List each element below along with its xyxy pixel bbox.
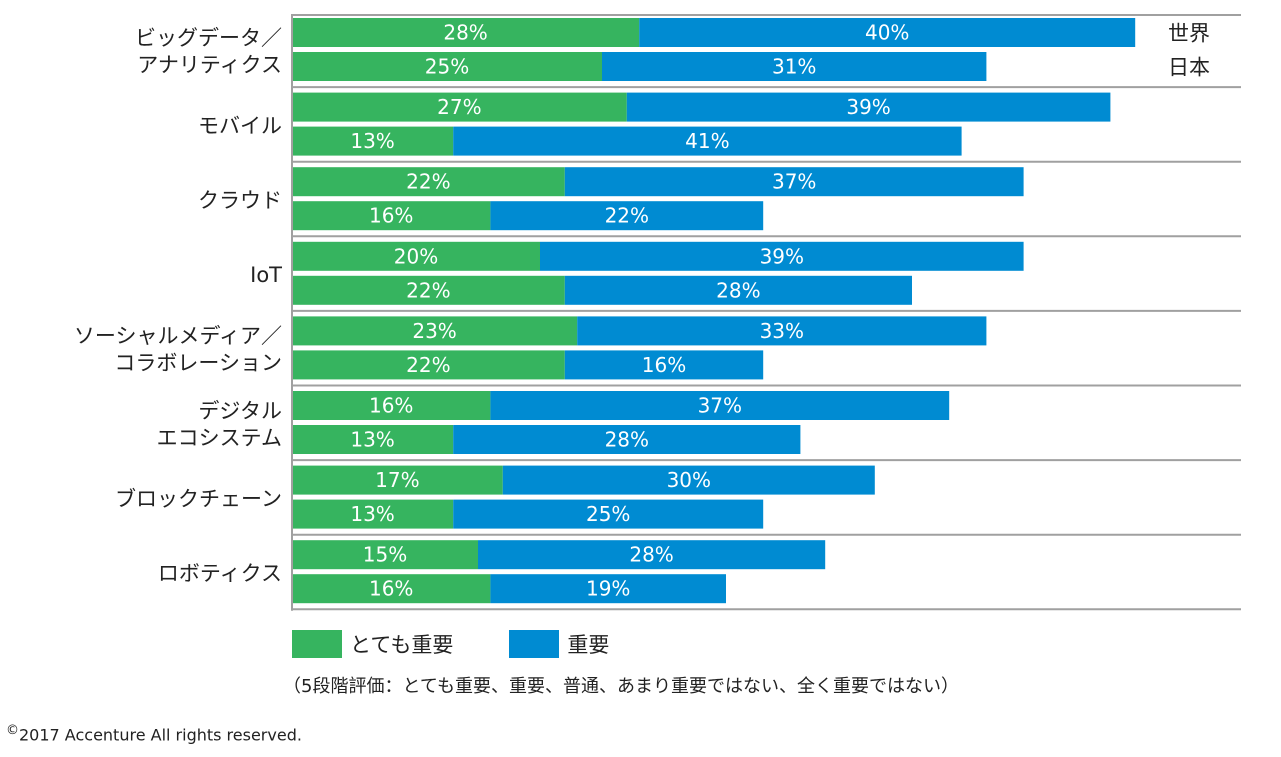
bar-world-important-1 [626, 92, 1111, 122]
category-label: ビッグデータ／ [135, 26, 282, 50]
bar-label-world-very-important-6: 17% [375, 468, 419, 492]
bar-label-world-very-important-4: 23% [412, 319, 456, 343]
bar-label-japan-important-1: 41% [685, 129, 729, 153]
bar-world-very-important-0 [292, 18, 640, 47]
row-label-world: 世界 [1168, 22, 1210, 46]
bar-label-world-very-important-7: 15% [363, 543, 407, 567]
bar-label-japan-very-important-5: 13% [350, 428, 394, 452]
bar-label-japan-very-important-1: 13% [350, 129, 394, 153]
bar-world-very-important-1 [292, 92, 627, 122]
bar-japan-very-important-2 [292, 201, 491, 231]
legend-item-important: 重要 [509, 629, 609, 659]
bar-label-world-important-5: 37% [698, 394, 742, 418]
row-label-japan: 日本 [1168, 56, 1210, 80]
copyright-text: 2017 Accenture All rights reserved. [19, 725, 302, 745]
bar-japan-important-3 [564, 275, 912, 305]
category-label: ソーシャルメディア／ [74, 324, 282, 348]
bar-world-important-5 [490, 391, 950, 420]
bar-label-japan-very-important-6: 13% [350, 502, 394, 526]
category-label: エコシステム [157, 426, 282, 450]
bar-japan-very-important-0 [292, 52, 602, 81]
category-label: コラボレーション [114, 351, 282, 375]
bar-label-world-important-4: 33% [760, 319, 804, 343]
bar-world-very-important-3 [292, 241, 540, 271]
bar-world-very-important-7 [292, 540, 478, 570]
bar-label-world-important-7: 28% [629, 543, 673, 567]
bar-japan-important-1 [453, 126, 962, 156]
bar-japan-very-important-7 [292, 574, 491, 604]
category-label: アナリティクス [137, 53, 282, 77]
bar-label-japan-important-3: 28% [716, 278, 760, 302]
bar-japan-important-2 [490, 201, 764, 231]
bar-japan-important-7 [490, 574, 726, 604]
bar-label-world-very-important-1: 27% [437, 95, 481, 119]
legend-label-important: 重要 [567, 633, 610, 657]
bar-label-world-important-0: 40% [865, 21, 909, 45]
legend-label-very-important: とても重要 [350, 633, 454, 657]
bar-japan-very-important-3 [292, 275, 565, 305]
bar-japan-very-important-4 [292, 350, 565, 380]
bar-japan-very-important-1 [292, 126, 454, 156]
bar-world-very-important-4 [292, 316, 578, 346]
copyright: ©2017 Accenture All rights reserved. [6, 723, 302, 744]
bar-label-japan-important-4: 16% [642, 353, 686, 377]
bar-japan-important-5 [453, 425, 801, 454]
bar-label-japan-very-important-7: 16% [369, 577, 413, 601]
bar-world-important-0 [639, 18, 1136, 47]
bar-world-very-important-6 [292, 465, 503, 495]
bar-japan-important-6 [453, 499, 764, 529]
category-label: IoT [250, 263, 282, 287]
copyright-symbol: © [6, 723, 19, 738]
bar-label-japan-important-2: 22% [605, 204, 649, 228]
stacked-bar-chart: 28% 40% 25% 31% ビッグデータ／ アナリティクス 27% 39% 13% 41% モバ… [74, 14, 1241, 611]
category-label: デジタル [198, 399, 282, 423]
legend-swatch-very-important [292, 630, 342, 658]
bar-japan-very-important-5 [292, 425, 454, 454]
bar-label-world-important-6: 30% [667, 468, 711, 492]
bar-japan-very-important-6 [292, 499, 454, 529]
bar-world-important-7 [478, 540, 826, 570]
bar-label-japan-very-important-2: 16% [369, 204, 413, 228]
bar-label-world-very-important-0: 28% [443, 21, 487, 45]
bar-japan-important-4 [564, 350, 764, 380]
bar-label-world-very-important-2: 22% [406, 170, 450, 194]
bar-world-very-important-5 [292, 391, 491, 420]
bar-label-world-very-important-3: 20% [394, 244, 438, 268]
bar-label-world-important-3: 39% [760, 244, 804, 268]
bar-world-very-important-2 [292, 167, 565, 197]
bar-world-important-3 [540, 241, 1024, 271]
category-label: モバイル [198, 114, 282, 138]
bar-label-world-important-1: 39% [846, 95, 890, 119]
bar-label-japan-important-5: 28% [605, 428, 649, 452]
bar-label-japan-very-important-0: 25% [425, 55, 469, 79]
category-label: クラウド [198, 189, 282, 213]
bar-world-important-6 [502, 465, 875, 495]
legend-swatch-important [509, 630, 560, 658]
bar-label-japan-important-6: 25% [586, 502, 630, 526]
bar-label-japan-very-important-3: 22% [406, 278, 450, 302]
rating-scale-note: （5段階評価：とても重要、重要、普通、あまり重要ではない、全く重要ではない） [283, 676, 960, 697]
category-label: ロボティクス [158, 562, 282, 586]
bar-label-world-very-important-5: 16% [369, 394, 413, 418]
bar-world-important-4 [577, 316, 987, 346]
category-label: ブロックチェーン [115, 487, 282, 511]
bar-world-important-2 [564, 167, 1024, 197]
bar-label-world-important-2: 37% [772, 170, 816, 194]
bar-label-japan-important-7: 19% [586, 577, 630, 601]
bar-label-japan-very-important-4: 22% [406, 353, 450, 377]
legend: とても重要 重要 [292, 629, 665, 659]
bar-japan-important-0 [602, 52, 987, 81]
bar-label-japan-important-0: 31% [772, 55, 816, 79]
legend-item-very-important: とても重要 [292, 629, 453, 659]
